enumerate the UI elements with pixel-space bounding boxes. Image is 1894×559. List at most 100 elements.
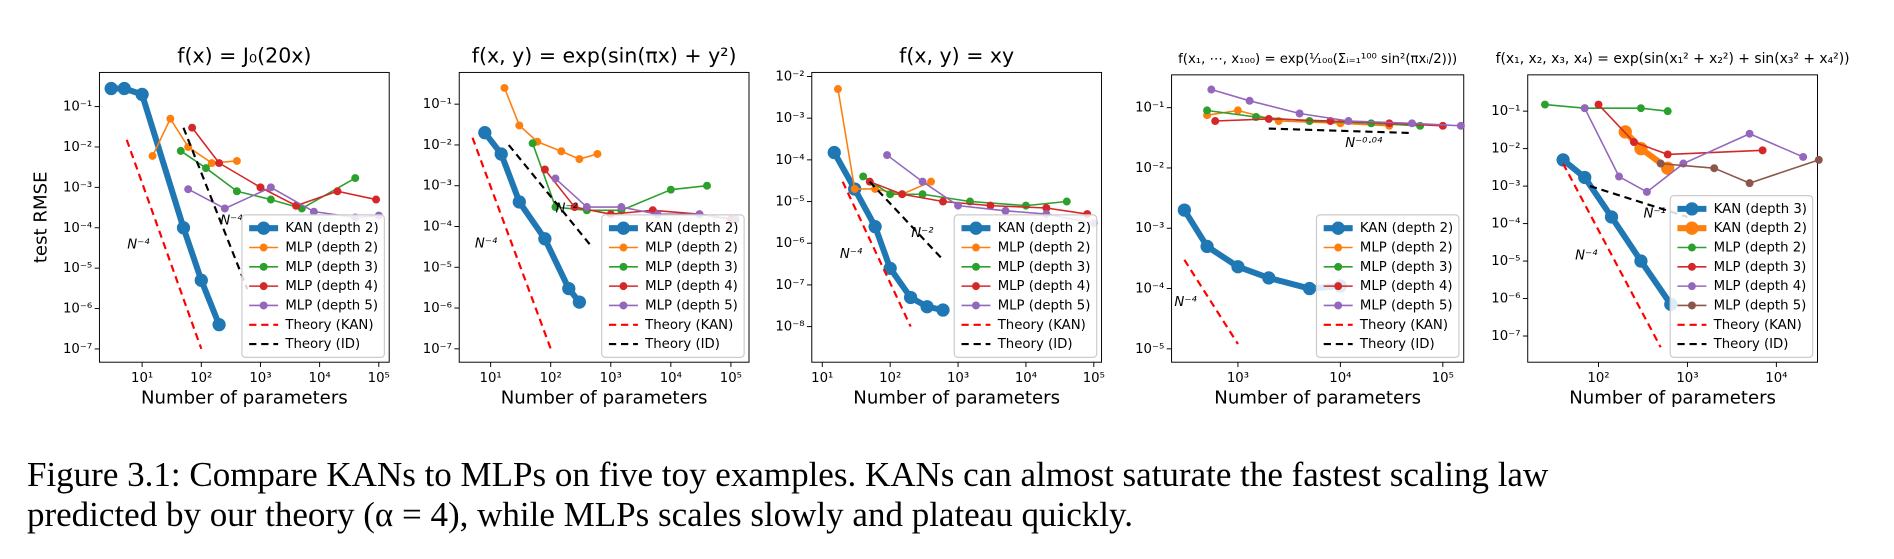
annotation: N⁻⁴ (840, 247, 863, 262)
legend-marker (971, 282, 980, 291)
legend-label: MLP (depth 3) (285, 260, 378, 275)
x-tick-label: 10¹ (480, 371, 502, 386)
data-point (494, 147, 508, 161)
y-tick-label: 10⁻² (1135, 161, 1164, 176)
data-point (920, 300, 934, 314)
legend-label: Theory (ID) (644, 337, 720, 352)
data-point (986, 201, 995, 210)
data-point (309, 207, 318, 216)
y-tick-label: 10⁻⁷ (1491, 329, 1520, 344)
legend-marker (1331, 221, 1345, 235)
legend-marker (259, 301, 268, 310)
legend-marker (1334, 262, 1343, 271)
legend-marker (1687, 282, 1696, 291)
data-point (212, 317, 226, 332)
x-axis-label: Number of parameters (501, 387, 708, 408)
chart-title: f(x₁, x₂, x₃, x₄) = exp(sin(x₁² + x₂²) +… (1496, 51, 1850, 67)
data-point (540, 165, 549, 174)
data-point (232, 187, 241, 196)
x-tick-label: 10¹ (811, 371, 833, 386)
series-line (1544, 103, 1668, 112)
data-point (220, 204, 229, 213)
series-line (471, 137, 552, 350)
data-point (1745, 179, 1754, 188)
data-point (207, 159, 216, 168)
x-tick-label: 10³ (600, 371, 622, 386)
data-point (551, 174, 560, 183)
y-tick-label: 10⁻² (423, 138, 452, 153)
data-point (883, 261, 897, 275)
data-point (1578, 170, 1592, 185)
legend-label: MLP (depth 2) (285, 241, 378, 256)
y-tick-label: 10⁻⁴ (775, 153, 804, 168)
x-axis-label: Number of parameters (1214, 387, 1421, 408)
x-tick-label: 10⁵ (1083, 371, 1105, 386)
legend-label: MLP (depth 5) (998, 298, 1091, 313)
legend-label: KAN (depth 2) (645, 221, 738, 236)
data-point (1200, 239, 1214, 254)
data-point (1408, 119, 1416, 128)
x-axis-label: Number of parameters (1569, 387, 1776, 408)
series-line (1183, 259, 1239, 345)
data-point (176, 221, 191, 235)
y-tick-label: 10⁻⁵ (63, 261, 92, 276)
data-point (1663, 107, 1672, 116)
data-point (1580, 104, 1589, 113)
x-tick-label: 10⁵ (1432, 371, 1454, 386)
legend-label: MLP (depth 3) (1360, 260, 1453, 275)
data-point (582, 203, 591, 212)
y-tick-label: 10⁻³ (775, 111, 804, 126)
legend-label: Theory (ID) (284, 337, 360, 352)
legend-box (953, 214, 1098, 358)
data-point (184, 185, 193, 194)
legend-marker (619, 301, 628, 310)
x-tick-label: 10³ (1227, 371, 1249, 386)
data-point (500, 83, 509, 92)
data-point (918, 190, 927, 199)
data-point (1231, 260, 1245, 274)
legend-marker (1334, 243, 1343, 252)
data-point (570, 203, 579, 212)
y-tick-label: 10⁻² (775, 69, 804, 84)
data-point (1556, 153, 1570, 167)
data-point (194, 273, 208, 287)
data-point (215, 159, 224, 168)
data-point (512, 195, 526, 209)
data-point (1211, 117, 1220, 126)
series-line (111, 85, 222, 326)
plot-frame (1527, 74, 1818, 363)
data-point (927, 177, 936, 186)
chart-title: f(x) = J₀(20x) (177, 44, 311, 68)
y-tick-label: 10⁻⁶ (63, 302, 92, 317)
y-tick-label: 10⁻⁵ (423, 260, 452, 275)
data-point (1385, 119, 1394, 128)
legend-marker (259, 282, 268, 291)
data-point (954, 201, 963, 210)
y-tick-label: 10⁻⁶ (775, 236, 804, 251)
data-point (292, 201, 301, 210)
data-point (575, 155, 584, 164)
x-tick-label: 10² (879, 371, 901, 386)
data-point (1456, 121, 1465, 130)
annotation: N⁻⁴ (1174, 295, 1197, 310)
legend-marker (1334, 301, 1343, 310)
legend-label: Theory (KAN) (997, 318, 1086, 333)
y-tick-label: 10⁻⁷ (63, 342, 92, 357)
legend-label: KAN (depth 2) (998, 221, 1091, 236)
data-point (1344, 117, 1353, 126)
chart-title: f(x, y) = exp(sin(πx) + y²) (472, 44, 737, 68)
data-point (1636, 104, 1645, 113)
data-point (1062, 197, 1071, 206)
data-point (572, 295, 587, 309)
data-point (593, 150, 602, 158)
y-tick-label: 10⁻³ (1135, 221, 1164, 236)
series-line (1211, 88, 1461, 127)
x-tick-label: 10⁴ (1765, 371, 1787, 386)
y-tick-label: 10⁻⁶ (1491, 292, 1520, 307)
data-point (104, 81, 118, 96)
data-point (266, 195, 275, 204)
series-line (841, 181, 912, 328)
data-point (1634, 254, 1648, 268)
caption-line: Figure 3.1: Compare KANs to MLPs on five… (27, 455, 1549, 494)
annotation: N⁻⁴ (475, 236, 498, 251)
